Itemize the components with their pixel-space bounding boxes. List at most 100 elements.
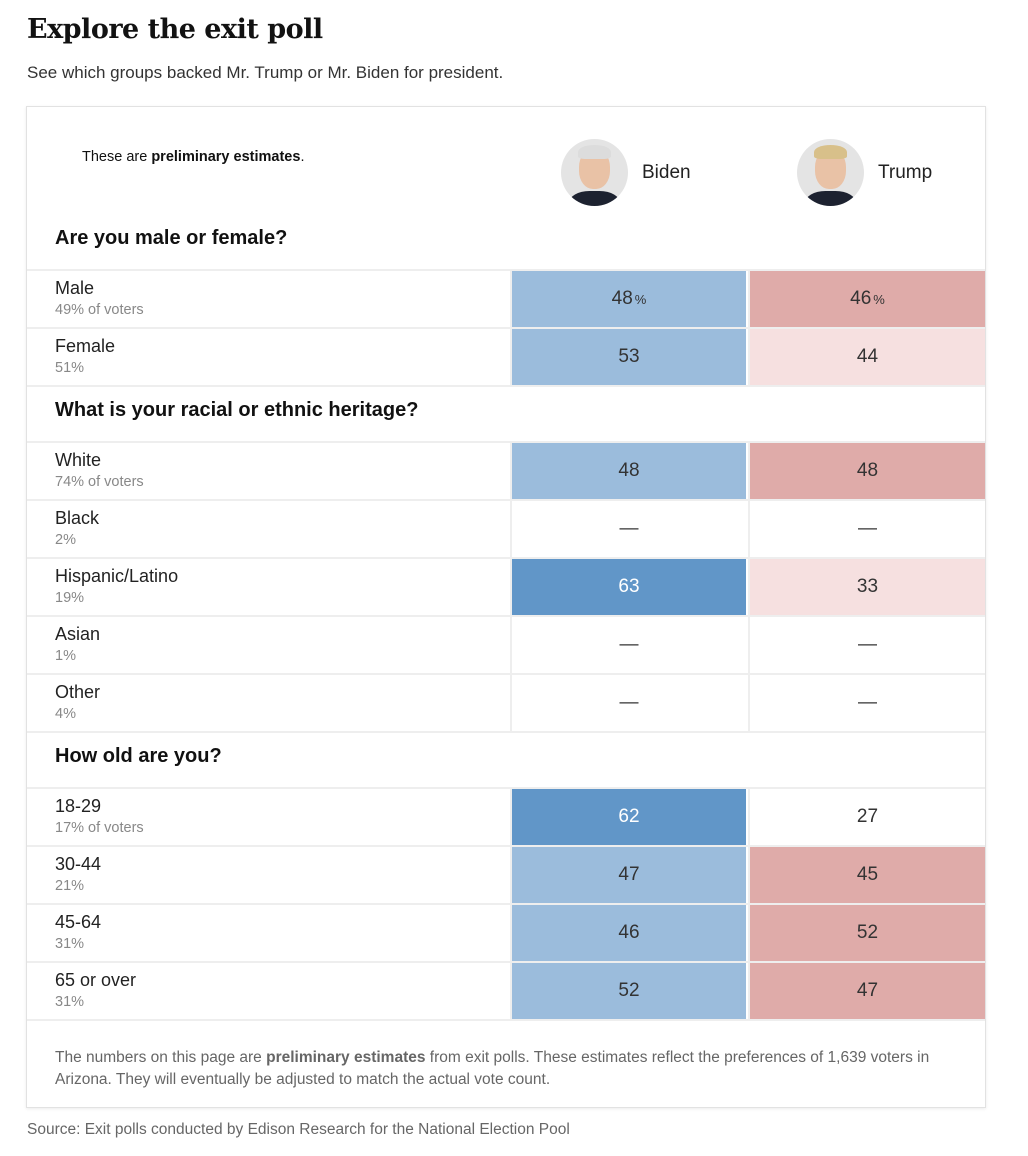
group-share: 1% (55, 648, 76, 664)
value-text: — (619, 518, 639, 539)
group-share: 2% (55, 532, 76, 548)
biden-value: 47 (510, 847, 746, 903)
value-text: 46 (850, 288, 872, 309)
group-label: Female (55, 336, 116, 356)
biden-value: — (510, 617, 746, 673)
source-note: Source: Exit polls conducted by Edison R… (27, 1121, 570, 1138)
biden-value: 48% (510, 271, 746, 327)
group-share: 49% of voters (55, 302, 144, 318)
value-text: 47 (618, 864, 640, 885)
value-text: — (619, 634, 639, 655)
value-text: 52 (856, 922, 879, 943)
divider (27, 385, 985, 387)
biden-value: — (510, 675, 746, 731)
divider (27, 731, 985, 733)
value-text: 45 (856, 864, 879, 885)
value-text: 63 (618, 576, 640, 597)
table-row: White 74% of voters 48 48 (27, 441, 985, 499)
biden-avatar (561, 139, 628, 206)
group-share: 17% of voters (55, 820, 144, 836)
trump-value: — (748, 501, 985, 557)
group-label: 45-64 (55, 912, 102, 932)
divider (27, 1019, 985, 1021)
candidate-name: Trump (878, 161, 933, 183)
value-text: 48 (856, 460, 879, 481)
biden-value: — (510, 501, 746, 557)
group-label: Black (55, 508, 100, 528)
value-text: 46 (618, 922, 640, 943)
preliminary-note: These are preliminary estimates. (82, 149, 304, 165)
value-text: 27 (856, 806, 879, 827)
biden-value: 62 (510, 789, 746, 845)
note-text: These are (82, 149, 152, 165)
value-text: — (858, 634, 877, 655)
table-row: Male 49% of voters 48% 46% (27, 269, 985, 327)
group-share: 19% (55, 590, 85, 606)
group-share: 31% (55, 994, 85, 1010)
footnote-bold: preliminary estimates (266, 1049, 426, 1066)
candidate-name: Biden (642, 161, 691, 183)
group-share: 21% (55, 878, 85, 894)
biden-value: 48 (510, 443, 746, 499)
table-row: Hispanic/Latino 19% 63 33 (27, 557, 985, 615)
note-bold: preliminary estimates (151, 149, 301, 165)
table-row: 30-44 21% 47 45 (27, 845, 985, 903)
table-row: 18-29 17% of voters 62 27 (27, 787, 985, 845)
trump-value: 47 (748, 963, 985, 1019)
group-share: 4% (55, 706, 76, 722)
note-end: . (300, 149, 305, 165)
page-title: Explore the exit poll (27, 14, 323, 45)
trump-value: — (748, 675, 985, 731)
value-text: — (858, 692, 877, 713)
footnote: The numbers on this page are preliminary… (55, 1047, 955, 1091)
footnote-text-end: from exit polls. These estimates reflect… (55, 1049, 930, 1088)
table-row: Black 2% — — (27, 499, 985, 557)
biden-value: 63 (510, 559, 746, 615)
table-row: 45-64 31% 46 52 (27, 903, 985, 961)
trump-avatar (797, 139, 864, 206)
value-text: 62 (618, 806, 640, 827)
value-text: 33 (856, 576, 879, 597)
trump-value: 44 (748, 329, 985, 385)
value-text: 52 (618, 980, 640, 1001)
trump-value: 46% (748, 271, 985, 327)
trump-value: 27 (748, 789, 985, 845)
group-label: 18-29 (55, 796, 102, 816)
group-label: Asian (55, 624, 101, 644)
group-label: Male (55, 278, 95, 298)
candidate-trump: Trump (797, 139, 932, 206)
biden-value: 53 (510, 329, 746, 385)
table-row: Asian 1% — — (27, 615, 985, 673)
question-heading: Are you male or female? (55, 227, 288, 249)
value-text: 48 (611, 288, 633, 309)
table-row: Female 51% 53 44 (27, 327, 985, 385)
trump-value: 33 (748, 559, 985, 615)
candidate-biden: Biden (561, 139, 691, 206)
percent-sign: % (873, 291, 885, 307)
subtitle: See which groups backed Mr. Trump or Mr.… (27, 63, 504, 82)
group-share: 74% of voters (55, 474, 144, 490)
group-label: 65 or over (55, 970, 137, 990)
biden-value: 52 (510, 963, 746, 1019)
question-heading: How old are you? (55, 745, 222, 767)
table-row: 65 or over 31% 52 47 (27, 961, 985, 1019)
table-row: Other 4% — — (27, 673, 985, 731)
exit-poll-table: These are preliminary estimates. Biden T… (26, 106, 986, 1108)
trump-value: 52 (748, 905, 985, 961)
group-label: 30-44 (55, 854, 102, 874)
group-label: White (55, 450, 102, 470)
trump-value: — (748, 617, 985, 673)
value-text: 47 (856, 980, 879, 1001)
group-label: Other (55, 682, 101, 702)
value-text: 44 (856, 346, 879, 367)
trump-value: 48 (748, 443, 985, 499)
trump-value: 45 (748, 847, 985, 903)
footnote-text: The numbers on this page are (55, 1049, 267, 1066)
value-text: 53 (618, 346, 640, 367)
group-share: 51% (55, 360, 85, 376)
biden-value: 46 (510, 905, 746, 961)
percent-sign: % (634, 291, 647, 307)
group-share: 31% (55, 936, 85, 952)
value-text: — (619, 692, 639, 713)
value-text: 48 (618, 460, 640, 481)
